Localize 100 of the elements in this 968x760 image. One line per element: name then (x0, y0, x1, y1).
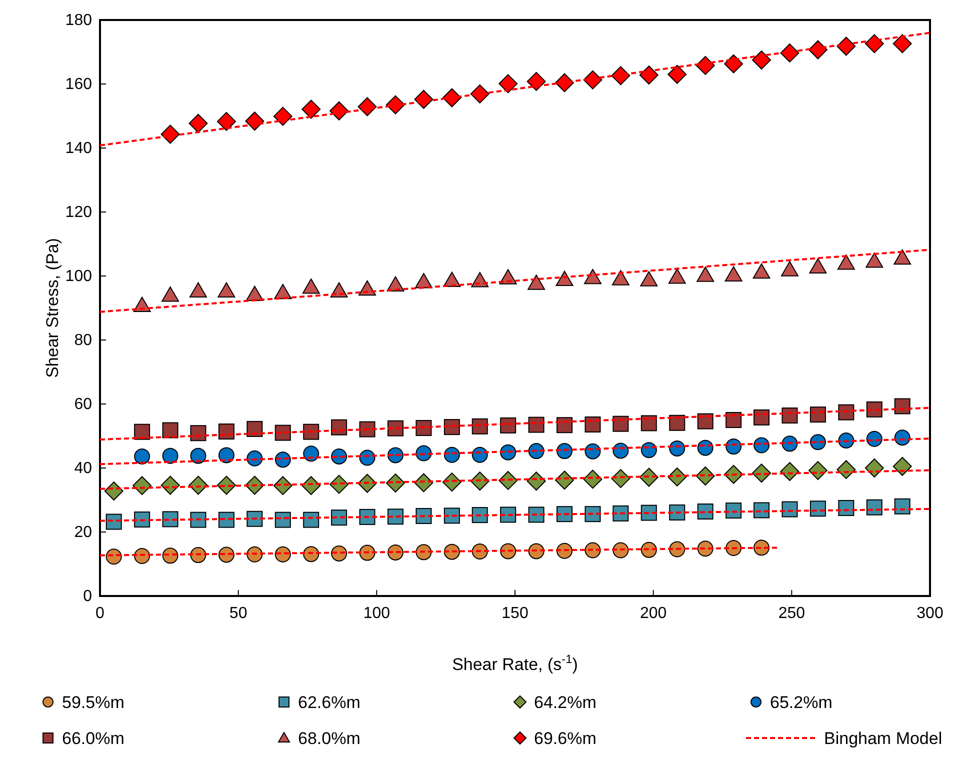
point (612, 416, 629, 432)
point (218, 282, 236, 298)
point (218, 424, 234, 440)
point (612, 505, 629, 522)
point (162, 286, 180, 302)
point (864, 458, 884, 478)
x-tick-label: 250 (778, 605, 806, 622)
point (188, 114, 208, 133)
point (810, 406, 826, 423)
point (808, 40, 828, 60)
point (303, 446, 320, 462)
point (697, 413, 714, 430)
point (160, 124, 180, 144)
point (472, 507, 488, 524)
point (274, 424, 291, 441)
point (162, 448, 178, 464)
point (640, 271, 658, 286)
x-tick-label: 100 (363, 605, 390, 622)
point (752, 263, 770, 279)
point (754, 409, 770, 426)
point (836, 460, 856, 480)
point (190, 425, 206, 442)
point (584, 416, 601, 432)
point (387, 420, 404, 436)
point (246, 420, 263, 437)
point (894, 430, 910, 446)
y-tick-label: 160 (65, 76, 92, 93)
point (359, 421, 376, 438)
point (526, 72, 546, 91)
point (444, 508, 460, 524)
x-tick-label: 300 (916, 605, 944, 622)
point (838, 404, 854, 420)
point (894, 249, 912, 265)
point (190, 448, 206, 464)
point (724, 266, 742, 282)
point (584, 268, 602, 284)
point (556, 506, 573, 522)
point (500, 506, 516, 523)
point (302, 100, 321, 119)
point (500, 417, 516, 434)
point (387, 508, 404, 525)
point (528, 416, 544, 433)
point (724, 54, 744, 74)
point (640, 415, 657, 432)
y-tick-label: 140 (65, 140, 92, 157)
point (668, 64, 687, 84)
point (416, 420, 432, 436)
point (894, 398, 910, 414)
point (246, 510, 263, 527)
point (836, 36, 856, 56)
point (894, 498, 910, 514)
point (162, 511, 178, 528)
point (726, 502, 742, 519)
point (864, 34, 884, 54)
y-tick-label: 0 (83, 588, 92, 605)
x-tick-label: 200 (640, 605, 667, 622)
x-tick-label: 150 (502, 605, 528, 622)
point (810, 500, 826, 517)
point (584, 443, 601, 460)
y-tick-label: 100 (65, 268, 92, 285)
point (416, 508, 432, 524)
x-axis-title: Shear Rate, (s$^{-1}$) (452, 652, 578, 674)
point (472, 418, 488, 434)
point (528, 274, 546, 290)
point (216, 112, 236, 131)
point (331, 419, 348, 436)
legend-label: Bingham Model (824, 729, 942, 748)
point (583, 70, 602, 90)
point (162, 422, 178, 438)
y-tick-label: 180 (65, 12, 92, 29)
point (866, 401, 882, 418)
legend-label: 66.0%m (62, 729, 124, 748)
point (303, 424, 320, 440)
point (245, 112, 264, 131)
point (892, 456, 912, 476)
point (359, 450, 376, 466)
point (726, 412, 742, 428)
point (498, 74, 518, 94)
point (612, 442, 629, 459)
point (274, 512, 291, 528)
y-axis-title: Shear Stress, (Pa) (43, 238, 62, 378)
point (809, 258, 827, 274)
point (866, 252, 884, 268)
point (556, 417, 573, 434)
point (106, 514, 122, 530)
point (189, 282, 207, 298)
point (697, 504, 714, 520)
point (302, 278, 320, 294)
y-tick-label: 40 (74, 460, 92, 477)
y-tick-label: 20 (74, 524, 92, 541)
point (780, 261, 798, 276)
point (273, 106, 292, 126)
point (668, 268, 686, 284)
point (752, 50, 772, 70)
point (134, 448, 150, 464)
point (472, 446, 488, 463)
x-tick-label: 50 (229, 605, 248, 622)
point (132, 476, 152, 496)
point (639, 66, 658, 85)
point (218, 512, 234, 528)
